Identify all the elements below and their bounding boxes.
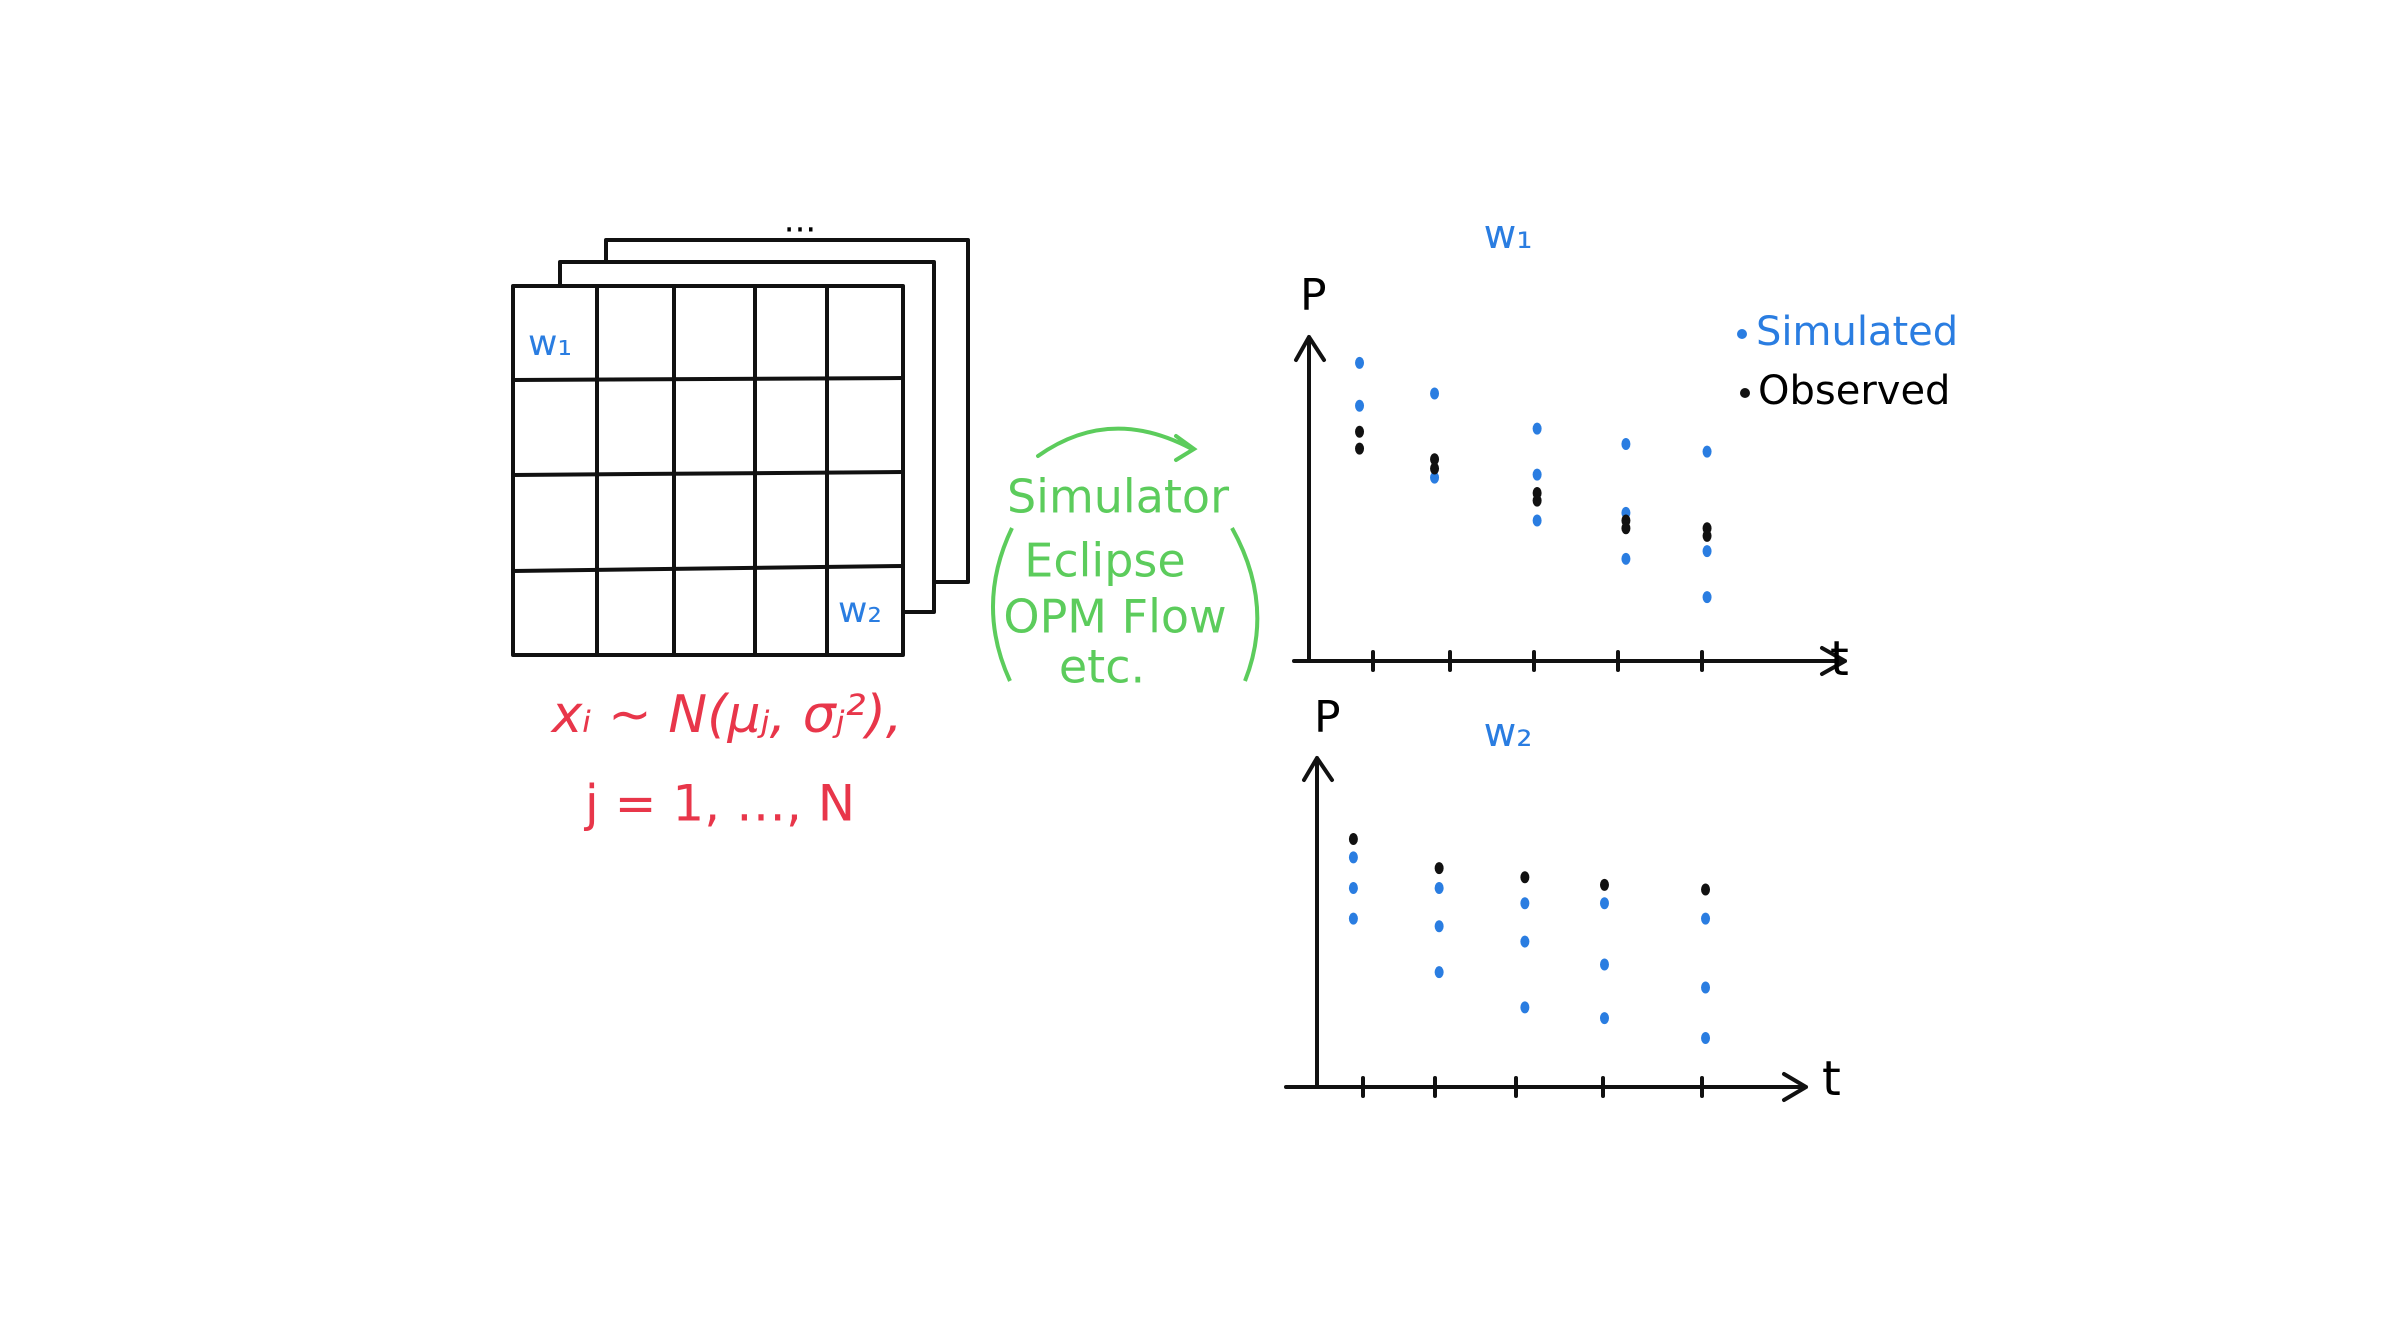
well-label: w₂ [838, 590, 882, 631]
observed-point [1599, 878, 1609, 891]
simulated-point [1434, 966, 1444, 979]
x-axis-label: t [1830, 631, 1849, 687]
y-axis-label: P [1314, 692, 1341, 743]
bracket-right [1230, 527, 1260, 682]
simulated-point [1599, 958, 1609, 971]
flow-arrow [1036, 426, 1198, 462]
simulated-point [1532, 422, 1542, 435]
simulated-point [1348, 912, 1358, 925]
observed-point [1434, 862, 1444, 875]
legend-marker [1737, 329, 1747, 339]
simulated-point [1621, 552, 1631, 565]
plot-title: w₂ [1484, 710, 1533, 756]
legend-entry: Simulated [1756, 309, 1958, 355]
simulated-point [1430, 387, 1440, 400]
index-range: j = 1, …, N [584, 775, 855, 833]
simulated-point [1532, 468, 1542, 481]
simulator-example: Eclipse [1024, 534, 1185, 588]
simulator-example: OPM Flow [1003, 590, 1226, 644]
simulated-point [1701, 1032, 1711, 1045]
y-axis-label: P [1300, 270, 1327, 321]
simulator-example: etc. [1059, 640, 1145, 694]
more-layers: ... [784, 201, 816, 241]
x-axis-label: t [1822, 1051, 1841, 1107]
simulated-point [1520, 1001, 1530, 1014]
observed-point [1430, 462, 1440, 475]
simulated-point [1701, 912, 1711, 925]
simulated-point [1355, 399, 1365, 412]
simulated-point [1599, 897, 1609, 910]
bracket-left [991, 527, 1014, 682]
plot-axes [1292, 335, 1847, 676]
observed-point [1348, 832, 1358, 845]
simulated-point [1348, 851, 1358, 864]
simulated-point [1434, 920, 1444, 933]
simulated-point [1702, 445, 1712, 458]
observed-point [1702, 529, 1712, 542]
simulated-point [1532, 514, 1542, 527]
observed-point [1621, 522, 1631, 535]
simulator-title: Simulator [1007, 470, 1229, 524]
simulated-point [1599, 1012, 1609, 1025]
simulated-point [1701, 981, 1711, 994]
simulated-point [1430, 471, 1440, 484]
grid-stack [511, 238, 970, 657]
simulated-point [1434, 881, 1444, 894]
observed-point [1355, 442, 1365, 455]
observed-point [1355, 425, 1365, 438]
legend-marker [1740, 388, 1750, 398]
simulated-point [1621, 437, 1631, 450]
plot-axes [1284, 756, 1808, 1102]
grid-lines [511, 284, 905, 657]
simulated-point [1702, 591, 1712, 604]
observed-point [1701, 883, 1711, 896]
observed-point [1430, 453, 1440, 466]
distribution-formula: xᵢ ~ N(μⱼ, σⱼ²), [550, 685, 903, 745]
observed-point [1532, 494, 1542, 507]
simulated-point [1355, 356, 1365, 369]
sketch-points [1348, 356, 1712, 1045]
legend-entry: Observed [1758, 368, 1950, 414]
simulated-point [1520, 935, 1530, 948]
plot-title: w₁ [1484, 212, 1533, 258]
simulated-point [1520, 897, 1530, 910]
simulated-point [1702, 545, 1712, 558]
well-label: w₁ [528, 323, 572, 364]
observed-point [1520, 871, 1530, 884]
simulated-point [1348, 881, 1358, 894]
